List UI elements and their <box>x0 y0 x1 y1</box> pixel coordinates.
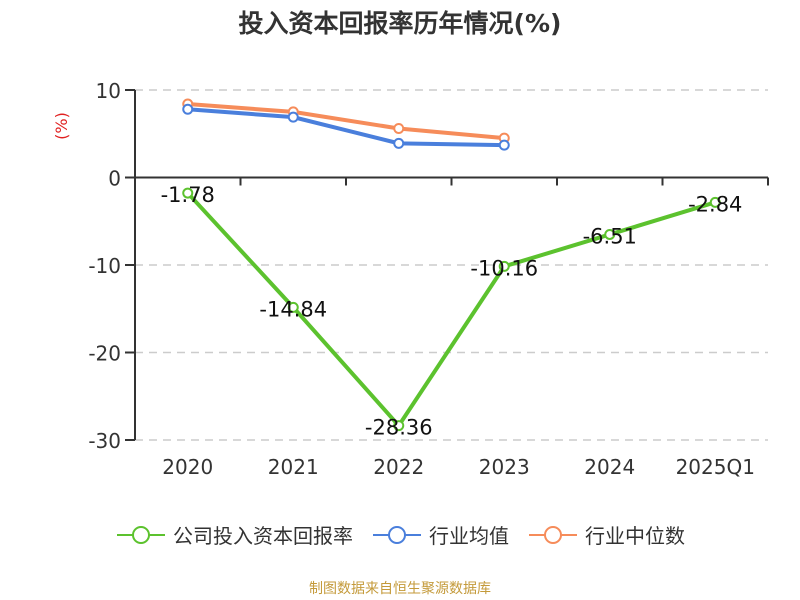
series-line <box>187 107 505 148</box>
y-tick-label: 0 <box>108 167 121 191</box>
legend-item-industry-median[interactable]: 行业中位数 <box>527 520 685 549</box>
y-tick-label: -20 <box>88 342 121 366</box>
series-lines <box>182 98 721 432</box>
data-point-marker[interactable] <box>287 301 299 313</box>
legend-line-circle-icon <box>373 525 421 544</box>
x-tick-label: 2020 <box>162 455 213 479</box>
data-label: -1.78 <box>161 183 215 207</box>
source-footer: 制图数据来自恒生聚源数据库 <box>309 581 491 597</box>
data-point-marker[interactable] <box>604 228 616 240</box>
legend-item-company[interactable]: 公司投入资本回报率 <box>115 520 353 549</box>
legend-line-circle-icon <box>117 525 165 544</box>
y-tick-label: -10 <box>88 254 121 278</box>
y-tick-label: 10 <box>96 79 121 103</box>
data-point-marker[interactable] <box>287 111 299 123</box>
gridlines <box>135 89 768 441</box>
data-label: -2.84 <box>688 192 742 216</box>
x-tick-label: 2021 <box>268 455 319 479</box>
legend-label: 公司投入资本回报率 <box>173 524 353 548</box>
x-tick-label: 2024 <box>584 455 635 479</box>
data-label: -10.16 <box>470 256 538 280</box>
legend: 公司投入资本回报率 行业均值 行业中位数 <box>0 520 800 549</box>
x-tick-label: 2025Q1 <box>676 455 755 479</box>
x-tick-label: 2022 <box>373 455 424 479</box>
legend-label: 行业均值 <box>429 524 509 548</box>
data-point-marker[interactable] <box>182 103 194 115</box>
data-point-marker[interactable] <box>393 123 405 134</box>
y-tick-label: -30 <box>88 429 121 453</box>
data-point-marker[interactable] <box>498 260 510 272</box>
data-label: -6.51 <box>583 224 637 248</box>
data-point-marker[interactable] <box>498 139 510 151</box>
data-point-marker[interactable] <box>393 420 405 432</box>
data-label: -14.84 <box>259 297 327 321</box>
data-label: -28.36 <box>365 416 433 440</box>
series-line <box>187 102 505 141</box>
data-point-marker[interactable] <box>182 187 194 199</box>
data-labels: -1.78 -14.84 -28.36 -10.16 -6.51 -2.84 <box>161 183 743 440</box>
data-point-marker[interactable] <box>393 137 405 149</box>
legend-label: 行业中位数 <box>585 524 685 548</box>
series-line <box>186 191 716 428</box>
x-tick-label: 2023 <box>479 455 530 479</box>
legend-item-industry-average[interactable]: 行业均值 <box>371 520 509 549</box>
axes: 10 0 -10 -20 -30 2020 2021 2022 2023 2024 2025Q1 (%… <box>52 79 769 479</box>
legend-line-circle-icon <box>529 525 577 544</box>
y-axis-unit-label: (%) <box>52 112 71 140</box>
chart-title: 投入资本回报率历年情况(%) <box>238 9 562 38</box>
data-point-marker[interactable] <box>709 196 721 208</box>
